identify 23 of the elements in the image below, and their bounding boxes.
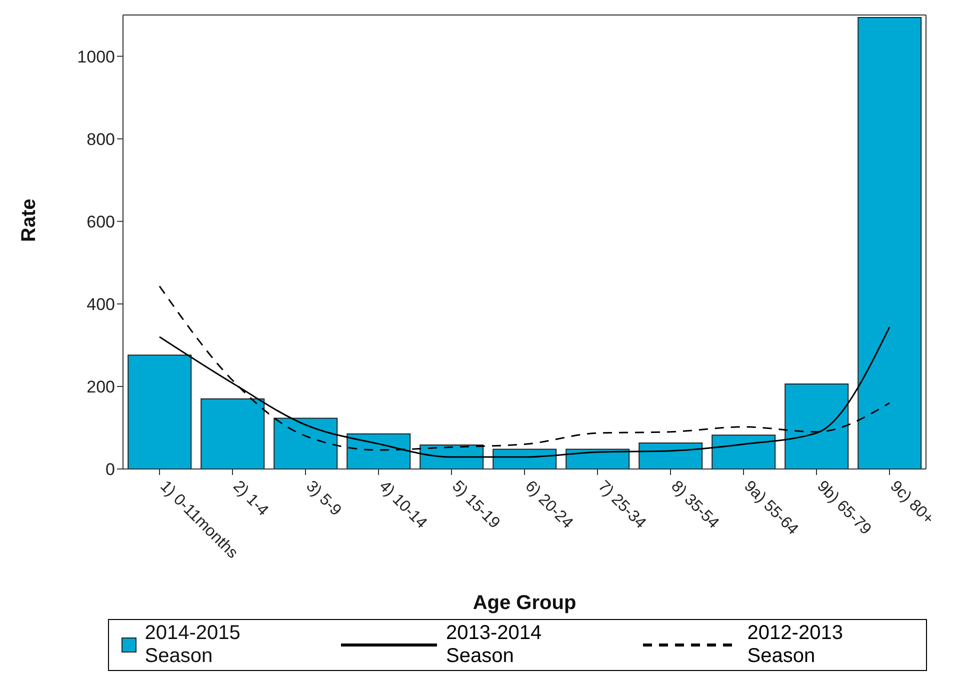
legend-label: 2013-2014 Season [445, 622, 543, 668]
legend-label: 2014-2015 Season [144, 622, 242, 668]
x-axis-title: Age Group [472, 592, 576, 614]
y-tick-label: 400 [86, 294, 115, 314]
legend-label: 2012-2013 Season [746, 622, 844, 668]
bar [346, 433, 411, 469]
bar [858, 16, 922, 469]
bar [128, 354, 192, 469]
bar [492, 448, 557, 469]
bar [638, 442, 703, 469]
bar [566, 448, 630, 469]
y-tick-label: 0 [106, 460, 115, 480]
x-tick-label: 3) 5-9 [302, 478, 344, 520]
y-tick-label: 800 [86, 130, 115, 149]
bar [274, 418, 338, 469]
y-tick-label: 1000 [77, 47, 115, 66]
x-tick-label: 9c) 80+ [886, 478, 937, 528]
bar [784, 383, 849, 469]
y-tick-label: 200 [86, 377, 115, 396]
bar [200, 398, 265, 469]
y-tick-label: 600 [86, 212, 115, 232]
bar [712, 434, 776, 469]
y-axis-title: Rate [18, 198, 40, 242]
